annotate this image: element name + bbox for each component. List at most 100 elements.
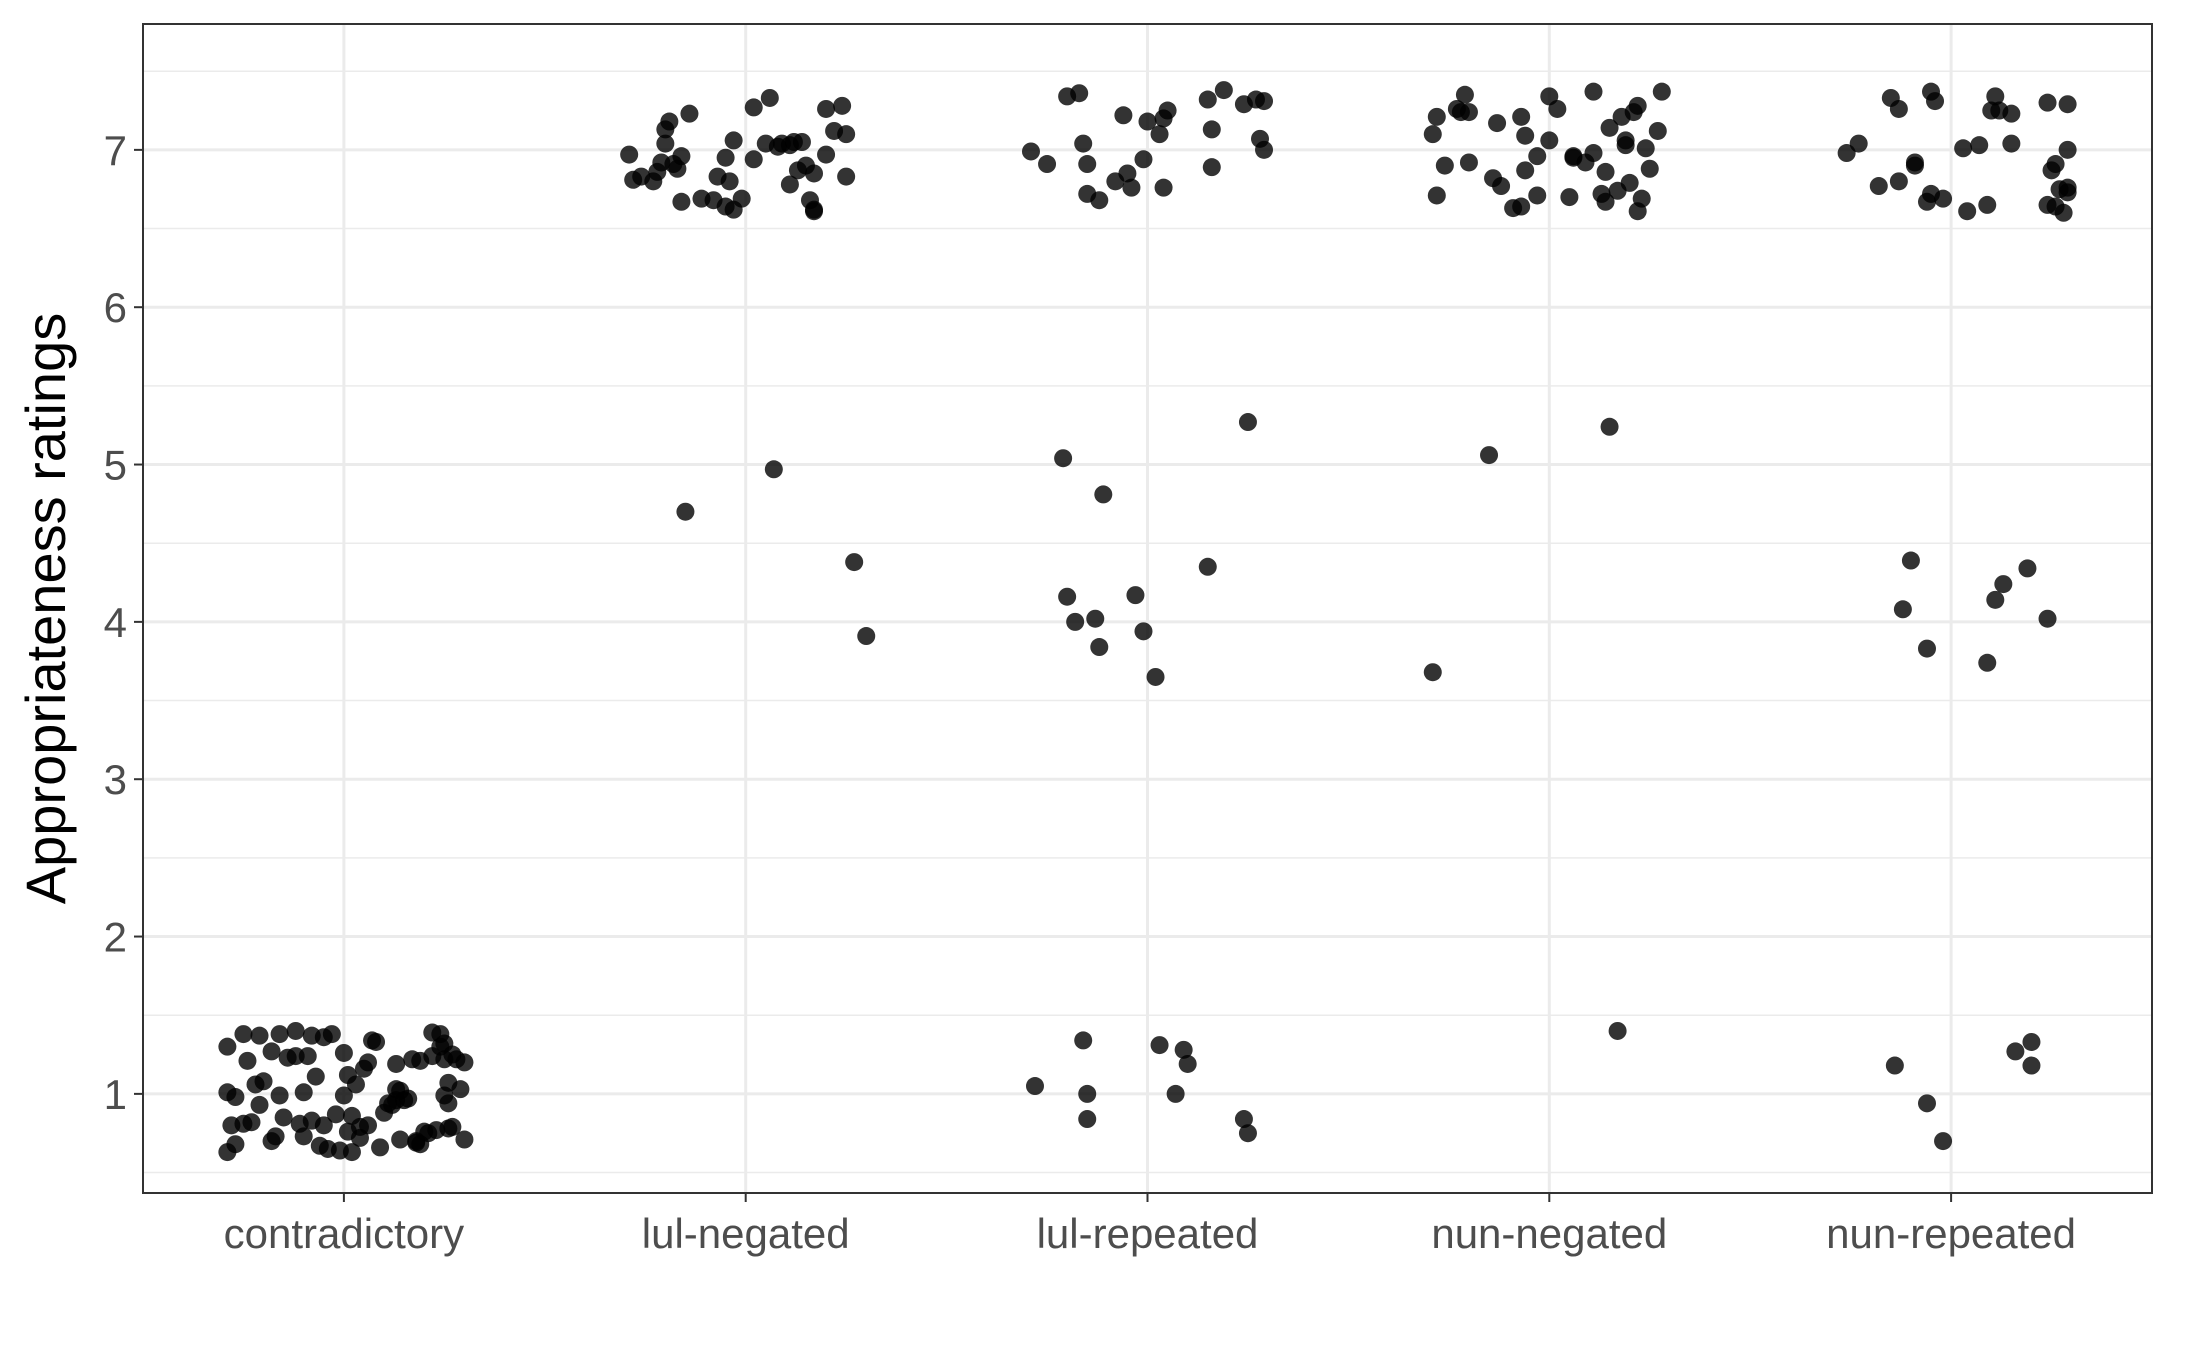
y-tick-label: 6: [104, 284, 127, 331]
data-point-lul-repeated: [1086, 609, 1105, 628]
data-point-nun-negated: [1652, 82, 1671, 101]
data-point-lul-negated: [837, 125, 856, 144]
data-point-nun-repeated: [1934, 1132, 1953, 1151]
data-point-nun-negated: [1540, 131, 1559, 150]
data-point-nun-negated: [1620, 173, 1639, 192]
data-point-lul-negated: [845, 553, 864, 572]
data-point-nun-negated: [1423, 125, 1442, 144]
data-point-nun-repeated: [2038, 609, 2057, 628]
x-tick-label-nun-repeated: nun-repeated: [1826, 1210, 2076, 1257]
data-point-lul-repeated: [1054, 449, 1073, 468]
data-point-lul-repeated: [1090, 638, 1109, 657]
data-point-lul-negated: [672, 147, 691, 166]
data-point-contradictory: [250, 1026, 269, 1045]
data-point-contradictory: [250, 1095, 269, 1114]
data-point-nun-negated: [1427, 186, 1446, 205]
data-point-lul-repeated: [1058, 587, 1077, 606]
data-point-contradictory: [391, 1130, 410, 1149]
data-point-lul-negated: [805, 164, 824, 183]
data-point-nun-repeated: [1849, 134, 1868, 153]
data-point-lul-repeated: [1214, 81, 1233, 100]
data-point-nun-repeated: [1970, 136, 1989, 155]
data-point-lul-negated: [716, 148, 735, 167]
y-tick-label: 1: [104, 1071, 127, 1118]
data-point-nun-repeated: [2022, 1032, 2041, 1051]
data-point-contradictory: [238, 1051, 257, 1070]
grid-lines: [143, 24, 2152, 1193]
data-point-nun-negated: [1584, 144, 1603, 163]
data-point-nun-negated: [1459, 103, 1478, 122]
data-point-nun-repeated: [2022, 1056, 2041, 1075]
data-point-nun-negated: [1640, 159, 1659, 178]
data-point-nun-negated: [1528, 186, 1547, 205]
data-point-contradictory: [254, 1072, 273, 1091]
data-point-contradictory: [439, 1094, 458, 1113]
data-point-contradictory: [346, 1075, 365, 1094]
data-point-contradictory: [242, 1113, 261, 1132]
data-point-nun-repeated: [1885, 1056, 1904, 1075]
data-point-lul-repeated: [1114, 106, 1133, 125]
data-point-nun-repeated: [1893, 600, 1912, 619]
data-point-nun-repeated: [1917, 1094, 1936, 1113]
data-point-lul-repeated: [1150, 1036, 1169, 1055]
data-point-lul-repeated: [1234, 1110, 1253, 1129]
data-point-lul-repeated: [1198, 557, 1217, 576]
data-point-contradictory: [334, 1086, 353, 1105]
data-point-contradictory: [294, 1127, 313, 1146]
data-point-nun-negated: [1455, 85, 1474, 104]
data-point-nun-repeated: [1905, 156, 1924, 175]
data-point-nun-repeated: [2058, 95, 2077, 114]
data-point-lul-repeated: [1122, 178, 1141, 197]
data-point-nun-negated: [1516, 161, 1535, 180]
data-point-nun-negated: [1492, 177, 1511, 196]
data-point-lul-negated: [720, 172, 739, 191]
data-point-nun-repeated: [1869, 177, 1888, 196]
data-point-contradictory: [451, 1080, 470, 1099]
data-point-lul-negated: [857, 627, 876, 646]
data-point-nun-repeated: [2058, 140, 2077, 159]
data-point-contradictory: [226, 1135, 245, 1154]
data-point-nun-negated: [1636, 139, 1655, 158]
data-point-nun-repeated: [1958, 202, 1977, 221]
data-point-lul-negated: [837, 167, 856, 186]
data-point-lul-repeated: [1078, 1084, 1097, 1103]
data-point-lul-repeated: [1134, 150, 1153, 169]
data-point-nun-repeated: [1889, 172, 1908, 191]
data-point-lul-repeated: [1154, 178, 1173, 197]
data-point-nun-negated: [1596, 162, 1615, 181]
data-point-lul-repeated: [1134, 622, 1153, 641]
data-point-lul-repeated: [1070, 84, 1089, 103]
data-point-contradictory: [286, 1021, 305, 1040]
data-point-contradictory: [274, 1108, 293, 1127]
data-points: [218, 81, 2077, 1162]
y-tick-label: 3: [104, 756, 127, 803]
data-point-lul-negated: [724, 131, 743, 150]
data-point-contradictory: [270, 1086, 289, 1105]
data-point-lul-repeated: [1025, 1077, 1044, 1096]
data-point-nun-repeated: [1837, 144, 1856, 163]
data-point-contradictory: [439, 1119, 458, 1138]
data-point-lul-negated: [792, 133, 811, 152]
data-point-contradictory: [367, 1032, 386, 1051]
data-point-nun-negated: [1584, 82, 1603, 101]
data-point-lul-negated: [817, 145, 836, 164]
data-point-contradictory: [334, 1043, 353, 1062]
data-point-lul-negated: [760, 88, 779, 107]
y-tick-label: 2: [104, 914, 127, 961]
y-tick-label: 7: [104, 127, 127, 174]
x-tick-label-nun-negated: nun-negated: [1431, 1210, 1667, 1257]
data-point-contradictory: [387, 1054, 406, 1073]
data-point-lul-repeated: [1166, 1084, 1185, 1103]
data-point-nun-negated: [1596, 192, 1615, 211]
data-point-contradictory: [306, 1067, 325, 1086]
data-point-contradictory: [455, 1053, 474, 1072]
data-point-lul-repeated: [1078, 1110, 1097, 1129]
data-point-lul-negated: [817, 99, 836, 118]
data-point-nun-negated: [1632, 189, 1651, 208]
data-point-lul-repeated: [1094, 485, 1113, 504]
data-point-nun-negated: [1512, 197, 1531, 216]
data-point-lul-repeated: [1118, 164, 1137, 183]
data-point-nun-negated: [1608, 1021, 1627, 1040]
data-point-nun-negated: [1600, 118, 1619, 137]
